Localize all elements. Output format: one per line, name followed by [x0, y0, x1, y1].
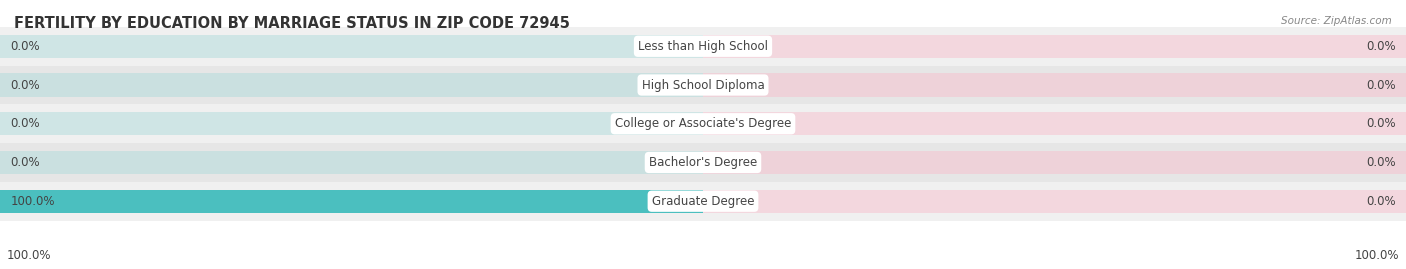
Bar: [703, 151, 1406, 174]
Text: Less than High School: Less than High School: [638, 40, 768, 53]
Bar: [0, 151, 703, 174]
Text: College or Associate's Degree: College or Associate's Degree: [614, 117, 792, 130]
Text: FERTILITY BY EDUCATION BY MARRIAGE STATUS IN ZIP CODE 72945: FERTILITY BY EDUCATION BY MARRIAGE STATU…: [14, 16, 569, 31]
Bar: [703, 190, 1406, 213]
Text: Graduate Degree: Graduate Degree: [652, 195, 754, 208]
Text: 0.0%: 0.0%: [1365, 195, 1395, 208]
Text: Source: ZipAtlas.com: Source: ZipAtlas.com: [1281, 16, 1392, 26]
Bar: [0, 143, 1406, 182]
Text: 100.0%: 100.0%: [7, 249, 52, 262]
Text: 0.0%: 0.0%: [1365, 117, 1395, 130]
Text: High School Diploma: High School Diploma: [641, 79, 765, 91]
Text: 100.0%: 100.0%: [10, 195, 55, 208]
Text: 0.0%: 0.0%: [10, 40, 41, 53]
Bar: [0, 190, 703, 213]
Bar: [0, 73, 703, 97]
Text: Bachelor's Degree: Bachelor's Degree: [650, 156, 756, 169]
Bar: [703, 112, 1406, 135]
Bar: [703, 73, 1406, 97]
Text: 0.0%: 0.0%: [1365, 156, 1395, 169]
Bar: [0, 112, 703, 135]
Bar: [0, 190, 703, 213]
Bar: [0, 104, 1406, 143]
Bar: [0, 182, 1406, 221]
Text: 0.0%: 0.0%: [10, 117, 41, 130]
Text: 100.0%: 100.0%: [1354, 249, 1399, 262]
Bar: [0, 66, 1406, 104]
Bar: [0, 35, 703, 58]
Bar: [0, 27, 1406, 66]
Text: 0.0%: 0.0%: [10, 156, 41, 169]
Text: 0.0%: 0.0%: [1365, 40, 1395, 53]
Bar: [703, 35, 1406, 58]
Text: 0.0%: 0.0%: [10, 79, 41, 91]
Text: 0.0%: 0.0%: [1365, 79, 1395, 91]
